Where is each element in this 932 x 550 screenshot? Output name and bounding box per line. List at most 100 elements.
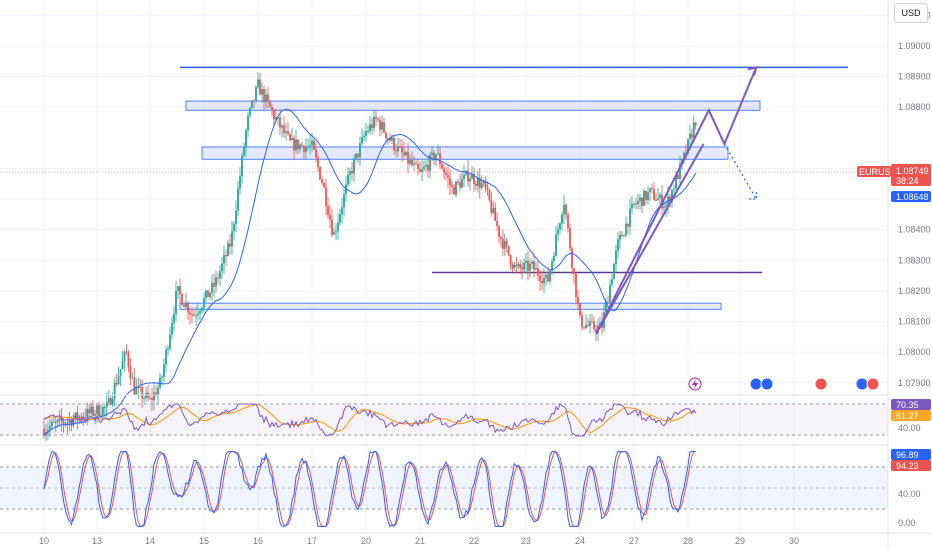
candle-body	[387, 138, 389, 140]
candle-body	[339, 214, 341, 223]
event-icons[interactable]	[688, 377, 880, 391]
rsi-ma-badge	[891, 410, 931, 421]
candle-body	[653, 189, 655, 200]
time-axis[interactable]: 10 13 14 15 16 17 20 21 22 23 24 27 28 29 30	[39, 536, 799, 546]
time-tick-label: 10	[39, 536, 49, 546]
candle-body	[461, 179, 463, 188]
candle-body	[611, 279, 613, 285]
candle-body	[193, 314, 195, 316]
candle-body	[641, 197, 643, 206]
trend-drawings[interactable]	[595, 65, 758, 335]
ma-value: 1.08648	[896, 192, 929, 202]
candle-body	[349, 171, 351, 175]
candle-body	[403, 152, 405, 156]
candle-body	[393, 137, 395, 151]
candle-body	[205, 290, 207, 299]
eu-flag-icon[interactable]	[749, 377, 763, 391]
price-tick-label: 1.08400	[898, 225, 931, 235]
candle-body	[405, 151, 407, 156]
stoch-k-value: 96.89	[896, 450, 919, 460]
stoch-d-line	[43, 450, 696, 527]
candle-body	[72, 418, 75, 426]
eu-flag-icon-3[interactable]	[855, 377, 869, 391]
rsi-band	[0, 404, 888, 435]
candle-body	[105, 402, 108, 407]
candle-body	[131, 377, 134, 379]
candle-body	[297, 139, 299, 150]
candle-body	[229, 243, 231, 247]
symbol-label: EURUSD	[859, 167, 898, 177]
stoch-k-line	[43, 450, 696, 528]
candle-body	[621, 234, 623, 237]
candle-body	[289, 134, 291, 141]
candle-body	[157, 387, 159, 396]
candle-body	[547, 274, 549, 282]
candle-body	[389, 138, 391, 141]
candle-body	[281, 125, 283, 128]
candle-body	[683, 152, 685, 160]
candle-body	[561, 214, 563, 224]
candle-body	[179, 286, 181, 295]
candle-body	[559, 223, 561, 230]
candle-body	[505, 240, 508, 246]
candle-body	[371, 124, 373, 129]
time-tick-label: 14	[145, 536, 155, 546]
stoch-d-badge	[891, 460, 931, 471]
us-flag-icon[interactable]	[814, 377, 828, 391]
candle-body	[589, 321, 591, 326]
candle-body	[365, 131, 367, 137]
candle-body	[375, 116, 377, 119]
rsi-level-label: 40.00	[898, 423, 921, 433]
currency-button[interactable]: USD	[894, 3, 928, 23]
candle-body	[647, 192, 649, 200]
candle-body	[619, 234, 621, 240]
candle-body	[629, 208, 631, 227]
candle-body	[541, 280, 543, 284]
candle-body	[553, 255, 555, 262]
resistance-zone	[185, 100, 761, 111]
candle-body	[437, 153, 439, 155]
candle-body	[159, 377, 161, 388]
candle-body	[692, 122, 695, 138]
candle-body	[201, 307, 203, 311]
candle-body	[50, 421, 53, 427]
candle-body	[433, 152, 435, 161]
candle-body	[383, 122, 385, 133]
candle-body	[305, 146, 307, 153]
candle-body	[279, 117, 281, 128]
candle-body	[321, 179, 323, 184]
candle-body	[575, 274, 577, 297]
candle-body	[439, 153, 441, 165]
candle-body	[525, 260, 527, 263]
candle-body	[88, 409, 91, 414]
candle-body	[635, 203, 637, 205]
candle-body	[62, 421, 65, 424]
rsi-value-badge	[891, 399, 931, 410]
candle-body	[478, 177, 481, 188]
candle-body	[235, 210, 237, 224]
lightning-glyph-icon	[692, 379, 698, 389]
candle-body	[123, 351, 126, 362]
price-zones	[179, 66, 848, 310]
candle-body	[581, 315, 583, 328]
candle-body	[613, 263, 615, 280]
candle-body	[551, 261, 553, 271]
time-tick-label: 23	[521, 536, 531, 546]
candle-body	[269, 100, 271, 108]
candle-body	[47, 429, 49, 433]
candle-body	[203, 298, 205, 308]
candle-body	[271, 107, 273, 111]
candle-body	[151, 398, 153, 401]
candle-body	[591, 321, 593, 323]
candle-body	[359, 143, 361, 158]
candle-body	[675, 175, 677, 189]
candle-body	[409, 160, 411, 164]
candle-body	[663, 206, 665, 209]
us-flag-icon-2[interactable]	[866, 377, 880, 391]
candle-body	[82, 417, 85, 420]
eu-flag-icon-2[interactable]	[760, 377, 774, 391]
candle-body	[513, 264, 516, 269]
candle-body	[411, 160, 413, 165]
time-tick-label: 24	[575, 536, 585, 546]
